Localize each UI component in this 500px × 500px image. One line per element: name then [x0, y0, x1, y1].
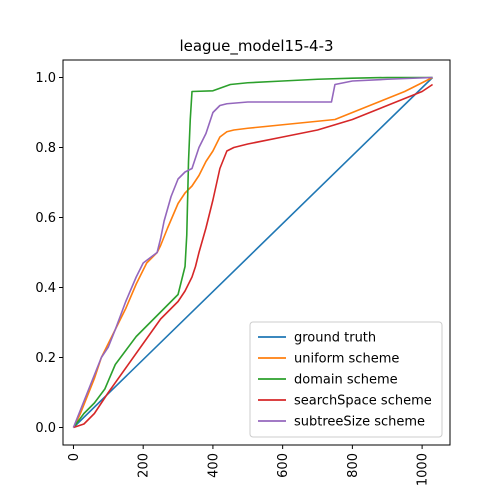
- x-tick-label: 800: [346, 453, 361, 478]
- x-tick-label: 1000: [416, 453, 431, 486]
- legend-label: searchSpace scheme: [294, 394, 432, 409]
- legend: ground truth uniform scheme domain scheme s…: [249, 321, 443, 438]
- y-tick-label: 1.0: [35, 71, 56, 86]
- axes: 0.0 0.2 0.4 0.6 0.8 1.0 0 200 400 600 800 1000: [35, 59, 451, 486]
- chart-title: league_model15-4-3: [179, 37, 333, 56]
- axes-frame: [62, 59, 451, 446]
- y-tick-label: 0.4: [35, 281, 56, 296]
- x-tick-label: 400: [206, 453, 221, 478]
- y-tick-label: 0.0: [35, 421, 56, 436]
- legend-label: subtreeSize scheme: [294, 415, 425, 430]
- plot-area: [72, 76, 434, 429]
- x-tick-label: 600: [276, 453, 291, 478]
- series-line-ground-truth: [72, 76, 434, 429]
- y-tick-label: 0.8: [35, 141, 56, 156]
- x-tick-label: 0: [67, 453, 82, 461]
- legend-label: ground truth: [294, 331, 376, 346]
- series-line-domain-scheme: [72, 76, 433, 428]
- legend-box: [249, 321, 443, 438]
- series-line-uniform-scheme: [72, 76, 433, 428]
- legend-label: uniform scheme: [294, 352, 399, 367]
- series-line-searchspace-scheme: [73, 83, 434, 429]
- series-line-subtreesize-scheme: [72, 76, 433, 428]
- y-tick-label: 0.2: [35, 351, 56, 366]
- x-tick-label: 200: [137, 453, 152, 478]
- legend-label: domain scheme: [294, 373, 398, 388]
- y-tick-label: 0.6: [35, 211, 56, 226]
